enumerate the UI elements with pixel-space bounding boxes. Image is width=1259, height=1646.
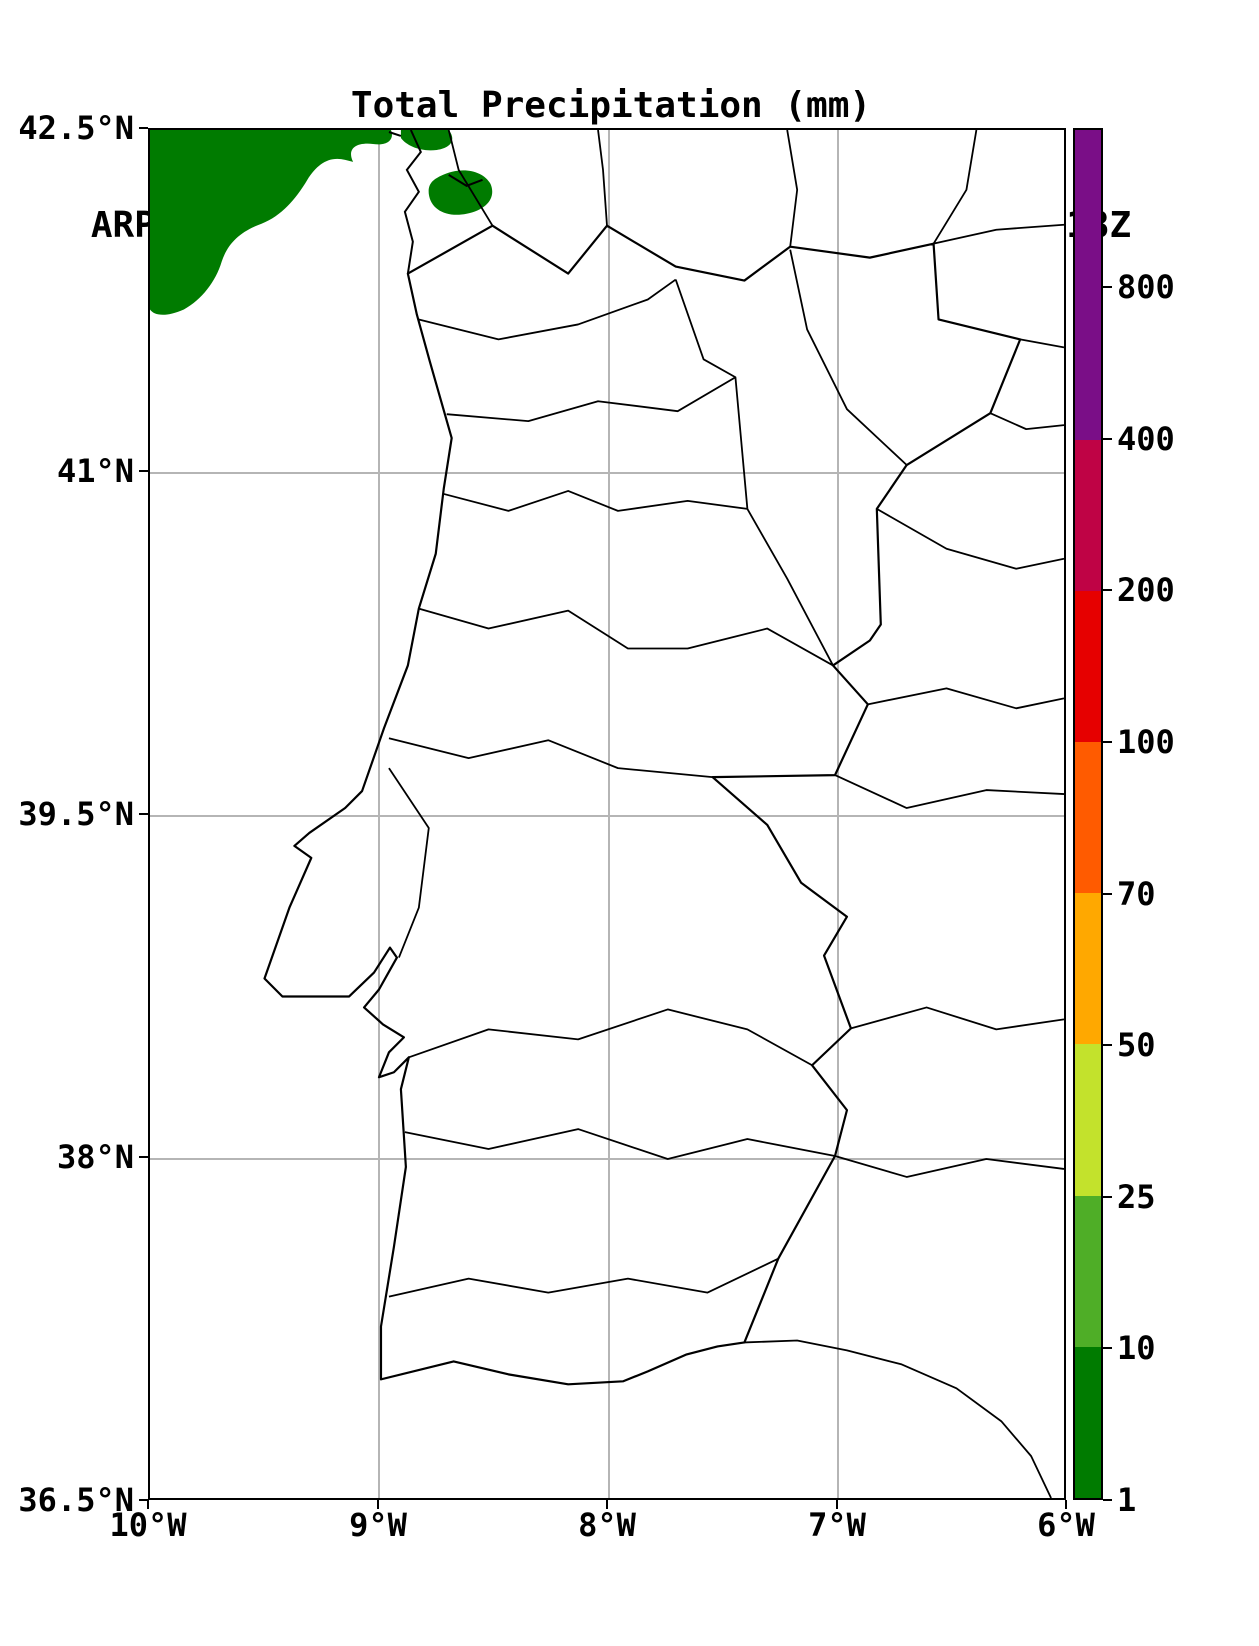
colorbar-tick-label: 10 bbox=[1117, 1329, 1156, 1367]
colorbar-segment-4 bbox=[1075, 742, 1101, 894]
colorbar-segment-6 bbox=[1075, 439, 1101, 591]
colorbar-tick-label: 25 bbox=[1117, 1178, 1156, 1216]
colorbar-tick-label: 800 bbox=[1117, 268, 1175, 306]
colorbar-tick-mark bbox=[1103, 1196, 1112, 1198]
gridline-41n bbox=[150, 472, 1064, 474]
gridline-38n bbox=[150, 1158, 1064, 1160]
y-tick-mark bbox=[139, 1156, 148, 1158]
colorbar-tick-mark bbox=[1103, 741, 1112, 743]
colorbar bbox=[1073, 128, 1103, 1500]
gridline-39-5n bbox=[150, 815, 1064, 817]
gridline-7w bbox=[837, 130, 839, 1498]
x-tick-mark bbox=[147, 1500, 149, 1509]
colorbar-segment-3 bbox=[1075, 893, 1101, 1045]
colorbar-segment-7 bbox=[1075, 288, 1101, 440]
colorbar-tick-label: 1 bbox=[1117, 1481, 1137, 1519]
colorbar-tick-label: 200 bbox=[1117, 571, 1175, 609]
galicia-coastline bbox=[388, 130, 483, 274]
x-tick-mark bbox=[836, 1500, 838, 1509]
colorbar-tick-mark bbox=[1103, 1499, 1112, 1501]
colorbar-tick-mark bbox=[1103, 589, 1112, 591]
colorbar-segments bbox=[1075, 129, 1101, 1498]
y-tick-mark bbox=[139, 470, 148, 472]
colorbar-segment-8 bbox=[1075, 129, 1101, 289]
y-tick-mark bbox=[139, 813, 148, 815]
y-tick-label: 36.5°N bbox=[18, 1481, 134, 1519]
y-tick-mark bbox=[139, 1499, 148, 1501]
colorbar-tick-label: 50 bbox=[1117, 1026, 1156, 1064]
district-boundaries bbox=[388, 249, 908, 1298]
title-line-1: Total Precipitation (mm) bbox=[350, 85, 872, 126]
y-tick-mark bbox=[139, 127, 148, 129]
gridline-8w bbox=[608, 130, 610, 1498]
x-tick-mark bbox=[377, 1500, 379, 1509]
colorbar-segment-0 bbox=[1075, 1346, 1101, 1498]
x-tick-mark bbox=[1065, 1500, 1067, 1509]
x-tick-label: 10°W bbox=[109, 1506, 187, 1544]
gridline-9w bbox=[378, 130, 380, 1498]
y-tick-label: 39.5°N bbox=[18, 795, 134, 833]
colorbar-tick-label: 400 bbox=[1117, 420, 1175, 458]
colorbar-tick-mark bbox=[1103, 286, 1112, 288]
map-plot-area bbox=[148, 128, 1066, 1500]
x-tick-label: 9°W bbox=[349, 1506, 407, 1544]
x-tick-label: 6°W bbox=[1037, 1506, 1095, 1544]
x-tick-label: 7°W bbox=[808, 1506, 866, 1544]
precipitation-contour bbox=[150, 130, 493, 315]
colorbar-tick-mark bbox=[1103, 438, 1112, 440]
portugal-outline bbox=[263, 224, 1022, 1386]
colorbar-segment-5 bbox=[1075, 590, 1101, 743]
y-tick-label: 42.5°N bbox=[18, 109, 134, 147]
spain-boundaries bbox=[447, 130, 1064, 1498]
x-tick-mark bbox=[606, 1500, 608, 1509]
x-tick-label: 8°W bbox=[578, 1506, 636, 1544]
y-tick-label: 41°N bbox=[56, 452, 134, 490]
colorbar-tick-mark bbox=[1103, 893, 1112, 895]
colorbar-tick-label: 70 bbox=[1117, 875, 1156, 913]
map-canvas bbox=[150, 130, 1064, 1498]
y-tick-label: 38°N bbox=[56, 1138, 134, 1176]
colorbar-tick-mark bbox=[1103, 1044, 1112, 1046]
colorbar-segment-2 bbox=[1075, 1044, 1101, 1196]
colorbar-segment-1 bbox=[1075, 1195, 1101, 1347]
colorbar-tick-label: 100 bbox=[1117, 723, 1175, 761]
colorbar-tick-mark bbox=[1103, 1347, 1112, 1349]
